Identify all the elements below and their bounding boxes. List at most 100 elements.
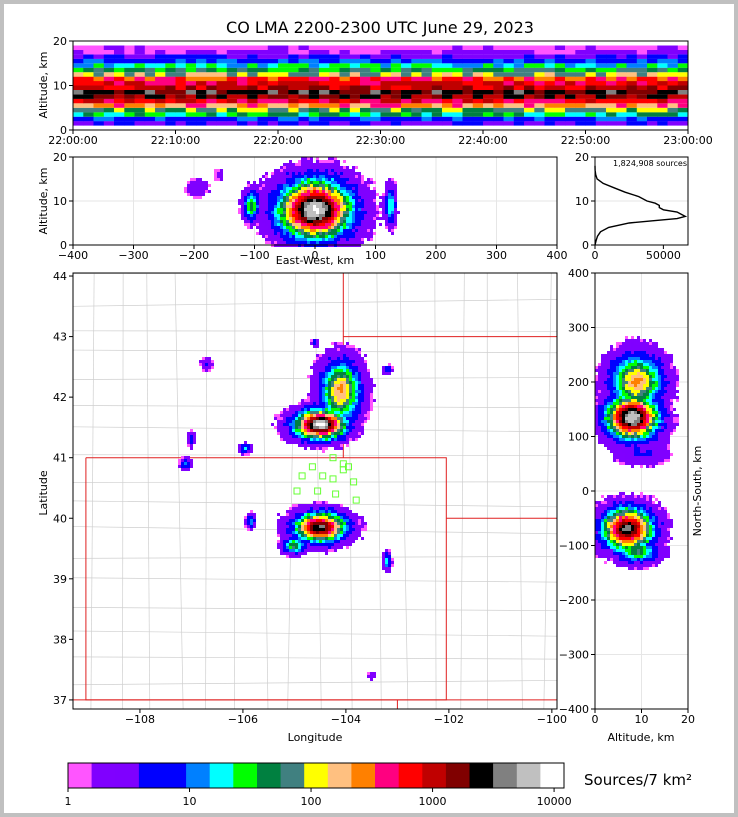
lma-station-marker (308, 463, 316, 471)
eastwest-density-cell (331, 211, 334, 214)
northsouth-density-cell (613, 429, 616, 432)
time-altitude-band-cell (93, 89, 105, 95)
plan-view-density-cell (292, 441, 295, 444)
plan-view-density-cell (352, 531, 355, 534)
eastwest-density-cell (274, 193, 277, 196)
plan-view-density-cell (313, 342, 316, 345)
time-altitude-band-cell (196, 81, 207, 86)
time-altitude-band-cell (503, 81, 515, 86)
eastwest-density-cell (280, 184, 283, 187)
time-altitude-band-cell (421, 98, 433, 104)
eastwest-tick-label: −400 (58, 249, 88, 262)
northsouth-density-cell (622, 498, 625, 501)
eastwest-density-cell (340, 211, 343, 214)
northsouth-density-cell (637, 528, 640, 531)
eastwest-density-cell (289, 166, 292, 169)
eastwest-density-cell (370, 208, 373, 211)
plan-view-density-cell (307, 540, 310, 543)
longitude-tick-label: −104 (331, 713, 361, 726)
time-altitude-band-cell (483, 103, 494, 108)
plan-view-density-cell (310, 444, 313, 447)
eastwest-density-cell (379, 217, 382, 220)
plan-view-density-cell (343, 372, 346, 375)
eastwest-density-cell (334, 202, 337, 205)
plan-view-density-cell (283, 552, 286, 555)
plan-view-density-cell (343, 363, 346, 366)
time-altitude-band-cell (339, 94, 351, 99)
plan-view-density-cell (319, 429, 322, 432)
plan-view-density-cell (316, 537, 319, 540)
time-altitude-band-cell (349, 72, 361, 77)
time-altitude-band-cell (257, 45, 269, 50)
plan-view-density-cell (250, 510, 253, 513)
northsouth-density-cell (631, 393, 634, 396)
plan-view-density-cell (358, 414, 361, 417)
northsouth-density-cell (616, 447, 619, 450)
lma-station-marker (314, 487, 322, 495)
time-altitude-band-cell (144, 121, 156, 126)
plan-view-density-cell (331, 393, 334, 396)
eastwest-density-cell (265, 181, 268, 184)
eastwest-density-cell (361, 226, 364, 229)
eastwest-density-cell (295, 202, 298, 205)
plan-view-density-cell (199, 360, 202, 363)
plan-view-density-cell (292, 528, 295, 531)
northsouth-density-cell (628, 414, 631, 417)
plan-view-density-cell (364, 354, 367, 357)
time-altitude-band-cell (503, 49, 515, 55)
eastwest-density-cell (340, 169, 343, 172)
plan-view-density-cell (304, 447, 307, 450)
time-altitude-band-cell (93, 94, 105, 99)
time-altitude-band-cell (83, 81, 94, 86)
plan-view-density-cell (337, 507, 340, 510)
latitude-tick-label: 38 (53, 633, 67, 646)
time-altitude-band-cell (380, 112, 392, 117)
plan-view-density-cell (313, 417, 316, 420)
plan-view-density-cell (343, 357, 346, 360)
northsouth-density-cell (595, 525, 598, 528)
plan-view-density-cell (331, 441, 334, 444)
eastwest-density-cell (244, 199, 247, 202)
plan-view-density-cell (310, 342, 313, 345)
northsouth-density-cell (604, 555, 607, 558)
plan-view-density-cell (328, 510, 331, 513)
time-altitude-band-cell (544, 121, 556, 126)
eastwest-density-cell (352, 235, 355, 238)
plan-view-density-cell (289, 513, 292, 516)
northsouth-density-cell (622, 444, 625, 447)
northsouth-density-cell (643, 366, 646, 369)
northsouth-density-cell (631, 357, 634, 360)
time-altitude-band-cell (93, 112, 105, 117)
time-altitude-band-cell (339, 67, 351, 73)
time-altitude-band-cell (267, 116, 279, 122)
plan-view-density-cell (322, 441, 325, 444)
eastwest-density-cell (349, 235, 352, 238)
time-altitude-band-cell (442, 85, 453, 90)
time-altitude-band-cell (401, 85, 412, 90)
eastwest-density-cell (337, 172, 340, 175)
plan-view-density-cell (283, 525, 286, 528)
northsouth-density-cell (601, 522, 604, 525)
time-altitude-band-cell (534, 67, 545, 73)
time-altitude-band-cell (524, 89, 535, 95)
eastwest-density-cell (274, 220, 277, 223)
plan-view-density-cell (343, 351, 346, 354)
time-altitude-band-cell (216, 58, 228, 64)
eastwest-density-cell (274, 232, 277, 235)
northsouth-density-cell (598, 522, 601, 525)
time-altitude-band-cell (442, 116, 453, 122)
plan-view-density-cell (178, 459, 181, 462)
plan-view-density-cell (313, 420, 316, 423)
eastwest-density-cell (346, 187, 349, 190)
time-altitude-band-cell (93, 103, 105, 108)
plan-view-density-cell (325, 378, 328, 381)
plan-view-density-cell (328, 369, 331, 372)
eastwest-density-cell (289, 241, 292, 244)
eastwest-density-cell (307, 181, 310, 184)
northsouth-density-cell (613, 369, 616, 372)
time-altitude-band-cell (544, 112, 556, 117)
time-altitude-band-cell (442, 94, 453, 99)
eastwest-density-cell (343, 199, 346, 202)
eastwest-density-cell (331, 190, 334, 193)
time-altitude-band-cell (144, 81, 156, 86)
